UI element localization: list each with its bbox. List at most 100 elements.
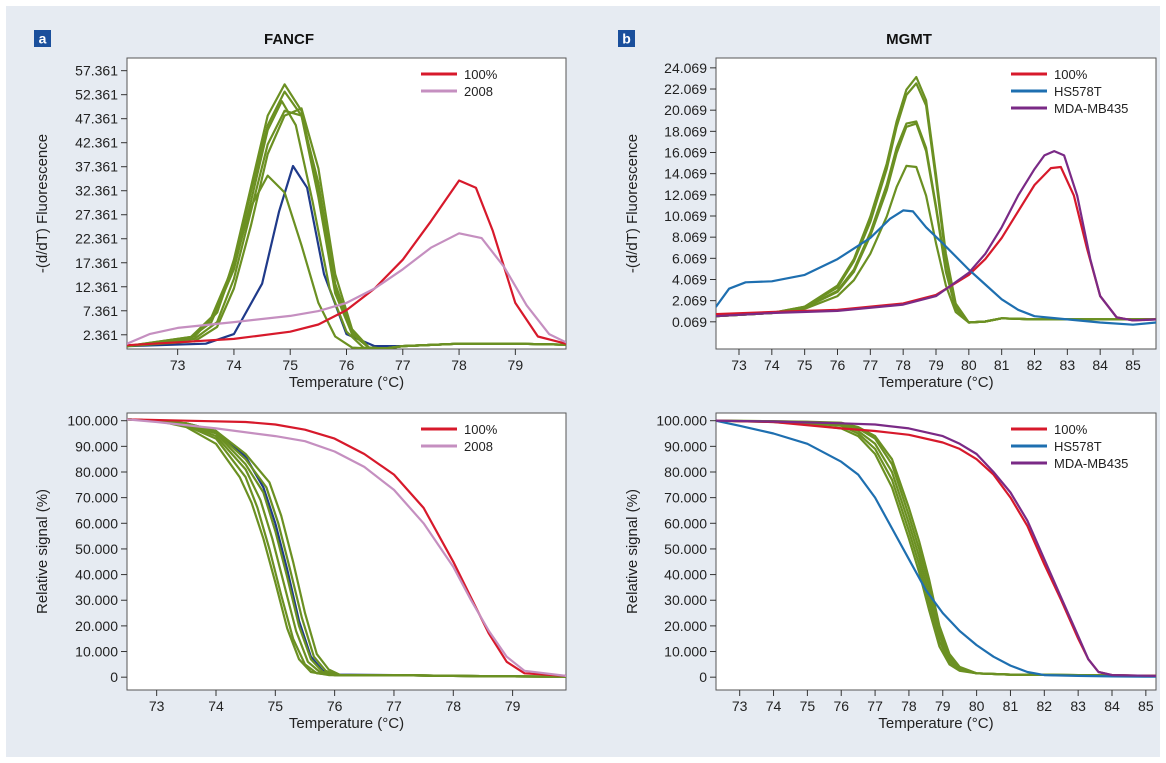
fancf-deriv-y-tick-label: 37.361 [75, 159, 118, 175]
fancf-signal-y-tick-label: 50.000 [75, 541, 118, 557]
fancf-signal-y-tick-label: 40.000 [75, 567, 118, 583]
mgmt-deriv-legend-label: HS578T [1054, 84, 1102, 99]
panel-badge-label: b [622, 31, 631, 47]
panel-title-mgmt: MGMT [886, 31, 932, 48]
mgmt-signal-x-tick-label: 75 [800, 698, 816, 714]
mgmt-deriv-x-tick-label: 85 [1125, 357, 1141, 373]
mgmt-signal-y-tick-label: 0 [699, 669, 707, 685]
mgmt-signal-y-tick-label: 100.000 [656, 413, 707, 429]
mgmt-deriv-y-tick-label: 20.069 [664, 102, 707, 118]
mgmt-signal-series-line-hs578t [716, 419, 1156, 678]
mgmt-signal-legend-label: MDA-MB435 [1054, 456, 1128, 471]
mgmt-deriv-y-tick-label: 24.069 [664, 60, 707, 76]
fancf-signal-y-tick-label: 0 [110, 669, 118, 685]
fancf-deriv-y-axis-title: -(d/dT) Fluorescence [34, 134, 51, 273]
fancf-deriv-x-tick-label: 79 [508, 357, 524, 373]
mgmt-signal-x-tick-label: 81 [1003, 698, 1019, 714]
mgmt-deriv-x-tick-label: 77 [863, 357, 879, 373]
mgmt-signal-y-tick-label: 60.000 [664, 515, 707, 531]
mgmt-deriv-x-tick-label: 81 [994, 357, 1010, 373]
mgmt-deriv-y-tick-label: 18.069 [664, 123, 707, 139]
fancf-deriv-x-tick-label: 77 [395, 357, 411, 373]
mgmt-signal-x-tick-label: 80 [969, 698, 985, 714]
fancf-signal-y-tick-label: 20.000 [75, 618, 118, 634]
panel-badge-box [618, 30, 635, 47]
fancf-signal-x-tick-label: 73 [149, 698, 165, 714]
mgmt-deriv-series-line-hs578t [716, 209, 1156, 326]
fancf-signal-series-line-sample [127, 418, 566, 678]
fancf-signal-chart: 0 10.000 20.000 30.000 40.000 50.000 60.000 70.… [34, 412, 567, 732]
fancf-deriv-y-tick-label: 57.361 [75, 63, 118, 79]
panel-badge-b: b [618, 30, 635, 47]
fancf-deriv-y-tick-label: 17.361 [75, 255, 118, 271]
mgmt-signal-x-tick-label: 73 [732, 698, 748, 714]
fancf-deriv-series-line-2008 [127, 232, 566, 345]
mgmt-deriv-x-tick-label: 80 [961, 357, 977, 373]
fancf-signal-y-tick-label: 70.000 [75, 490, 118, 506]
fancf-deriv-y-tick-label: 42.361 [75, 135, 118, 151]
fancf-signal-series-line-100 [127, 418, 566, 677]
mgmt-signal-series-group [716, 419, 1156, 678]
fancf-signal-y-tick-label: 10.000 [75, 644, 118, 660]
fancf-signal-x-tick-label: 75 [268, 698, 284, 714]
mgmt-deriv-x-tick-label: 84 [1092, 357, 1108, 373]
mgmt-signal-y-tick-label: 50.000 [664, 541, 707, 557]
mgmt-deriv-series-line-mda-mb435 [716, 150, 1156, 322]
fancf-signal-legend-label: 2008 [464, 439, 493, 454]
mgmt-signal-y-tick-label: 10.000 [664, 644, 707, 660]
fancf-signal-x-axis-title: Temperature (°C) [289, 715, 404, 732]
fancf-signal-y-tick-label: 100.000 [67, 413, 118, 429]
mgmt-signal-y-tick-label: 70.000 [664, 490, 707, 506]
fancf-deriv-series-line-100 [127, 179, 566, 347]
fancf-signal-y-tick-label: 60.000 [75, 515, 118, 531]
fancf-deriv-x-tick-label: 73 [170, 357, 186, 373]
fancf-signal-y-tick-label: 30.000 [75, 592, 118, 608]
fancf-signal-legend-label: 100% [464, 422, 498, 437]
mgmt-deriv-chart: 0.069 2.069 4.069 6.069 8.069 10.069 12.069 14.… [624, 57, 1157, 391]
mgmt-signal-x-tick-label: 76 [833, 698, 849, 714]
mgmt-signal-x-axis-title: Temperature (°C) [878, 715, 993, 732]
fancf-deriv-series-group [127, 83, 566, 349]
fancf-deriv-y-tick-label: 47.361 [75, 111, 118, 127]
mgmt-deriv-legend-label: MDA-MB435 [1054, 101, 1128, 116]
mgmt-deriv-series-line-sample [716, 164, 1156, 324]
mgmt-signal-legend-label: 100% [1054, 422, 1088, 437]
fancf-deriv-y-tick-label: 32.361 [75, 183, 118, 199]
fancf-deriv-plot-area [126, 57, 567, 350]
mgmt-deriv-y-tick-label: 14.069 [664, 166, 707, 182]
fancf-signal-x-tick-label: 74 [208, 698, 224, 714]
mgmt-deriv-x-tick-label: 73 [731, 357, 747, 373]
mgmt-deriv-x-tick-label: 79 [928, 357, 944, 373]
mgmt-deriv-y-tick-label: 4.069 [672, 271, 707, 287]
mgmt-signal-y-tick-label: 30.000 [664, 592, 707, 608]
fancf-signal-x-tick-label: 79 [505, 698, 521, 714]
fancf-deriv-y-tick-label: 7.361 [83, 303, 118, 319]
fancf-signal-x-tick-label: 78 [445, 698, 461, 714]
fancf-signal-series-group [127, 418, 566, 678]
fancf-signal-x-tick-label: 77 [386, 698, 402, 714]
mgmt-signal-x-tick-label: 79 [935, 698, 951, 714]
panel-badge-box [34, 30, 51, 47]
mgmt-deriv-y-tick-label: 16.069 [664, 145, 707, 161]
mgmt-signal-x-tick-label: 85 [1138, 698, 1154, 714]
mgmt-deriv-y-tick-label: 22.069 [664, 81, 707, 97]
fancf-deriv-y-tick-label: 22.361 [75, 231, 118, 247]
mgmt-signal-y-axis-title: Relative signal (%) [624, 489, 641, 614]
mgmt-signal-chart: 0 10.000 20.000 30.000 40.000 50.000 60.000 70.… [624, 412, 1157, 732]
fancf-deriv-y-tick-label: 27.361 [75, 207, 118, 223]
fancf-deriv-x-tick-label: 78 [451, 357, 467, 373]
fancf-deriv-x-tick-label: 76 [339, 357, 355, 373]
fancf-deriv-x-tick-label: 74 [226, 357, 242, 373]
mgmt-signal-plot-area [715, 412, 1157, 691]
mgmt-signal-series-line-mda-mb435 [716, 419, 1156, 677]
mgmt-deriv-y-tick-label: 8.069 [672, 229, 707, 245]
mgmt-signal-y-tick-label: 40.000 [664, 567, 707, 583]
mgmt-deriv-x-tick-label: 74 [764, 357, 780, 373]
fancf-signal-y-axis-title: Relative signal (%) [34, 489, 51, 614]
fancf-signal-y-tick-label: 90.000 [75, 438, 118, 454]
fancf-deriv-y-tick-label: 12.361 [75, 279, 118, 295]
mgmt-deriv-x-axis-title: Temperature (°C) [878, 374, 993, 391]
mgmt-deriv-x-tick-label: 75 [797, 357, 813, 373]
mgmt-signal-y-tick-label: 90.000 [664, 438, 707, 454]
